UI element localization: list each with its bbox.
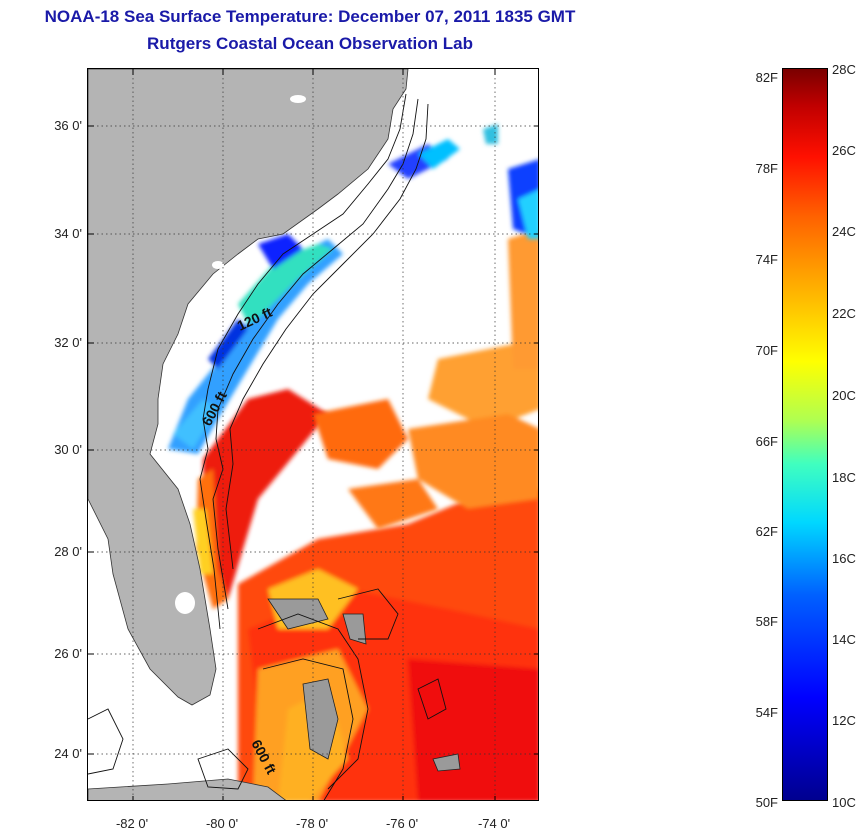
lon-tick-label: -80 0' — [205, 816, 239, 831]
colorbar-f-label: 50F — [755, 795, 778, 810]
sst-offshore-patches — [313, 229, 538, 529]
colorbar-f-label: 78F — [755, 161, 778, 176]
colorbar-f-label: 58F — [755, 614, 778, 629]
sst-map: 120 ft 600 ft 600 ft — [87, 68, 539, 801]
lon-tick-label: -82 0' — [115, 816, 149, 831]
colorbar-f-label: 62F — [755, 524, 778, 539]
colorbar-c-label: 14C — [832, 632, 856, 647]
sst-map-canvas: 120 ft 600 ft 600 ft — [88, 69, 538, 800]
colorbar-c-label: 18C — [832, 470, 856, 485]
colorbar-f-label: 82F — [755, 70, 778, 85]
colorbar-c-label: 20C — [832, 388, 856, 403]
colorbar-c-label: 26C — [832, 143, 856, 158]
map-subtitle: Rutgers Coastal Ocean Observation Lab — [147, 34, 473, 53]
colorbar-c-label: 22C — [832, 306, 856, 321]
colorbar-c-label: 10C — [832, 795, 856, 810]
colorbar-f-label: 54F — [755, 705, 778, 720]
axis-ticks — [88, 69, 538, 800]
colorbar-f-label: 70F — [755, 343, 778, 358]
colorbar-f-label: 66F — [755, 434, 778, 449]
colorbar-f-label: 74F — [755, 252, 778, 267]
bathymetry-contours — [88, 93, 447, 800]
map-title: NOAA-18 Sea Surface Temperature: Decembe… — [44, 7, 576, 26]
colorbar-c-label: 28C — [832, 62, 856, 77]
lat-tick-label: 30 0' — [54, 442, 82, 457]
colorbar-c-label: 24C — [832, 224, 856, 239]
lat-tick-label: 34 0' — [54, 226, 82, 241]
lat-tick-label: 36 0' — [54, 118, 82, 133]
lon-tick-label: -78 0' — [295, 816, 329, 831]
lon-tick-label: -76 0' — [385, 816, 419, 831]
landmass — [88, 69, 461, 800]
colorbar-c-label: 16C — [832, 551, 856, 566]
lat-tick-label: 32 0' — [54, 335, 82, 350]
sst-cold-shelf — [168, 124, 538, 454]
lat-tick-label: 24 0' — [54, 746, 82, 761]
lon-tick-label: -74 0' — [477, 816, 511, 831]
lat-tick-label: 28 0' — [54, 544, 82, 559]
temperature-colorbar — [782, 68, 828, 801]
lat-tick-label: 26 0' — [54, 646, 82, 661]
colorbar-c-label: 12C — [832, 713, 856, 728]
graticule — [88, 69, 538, 800]
